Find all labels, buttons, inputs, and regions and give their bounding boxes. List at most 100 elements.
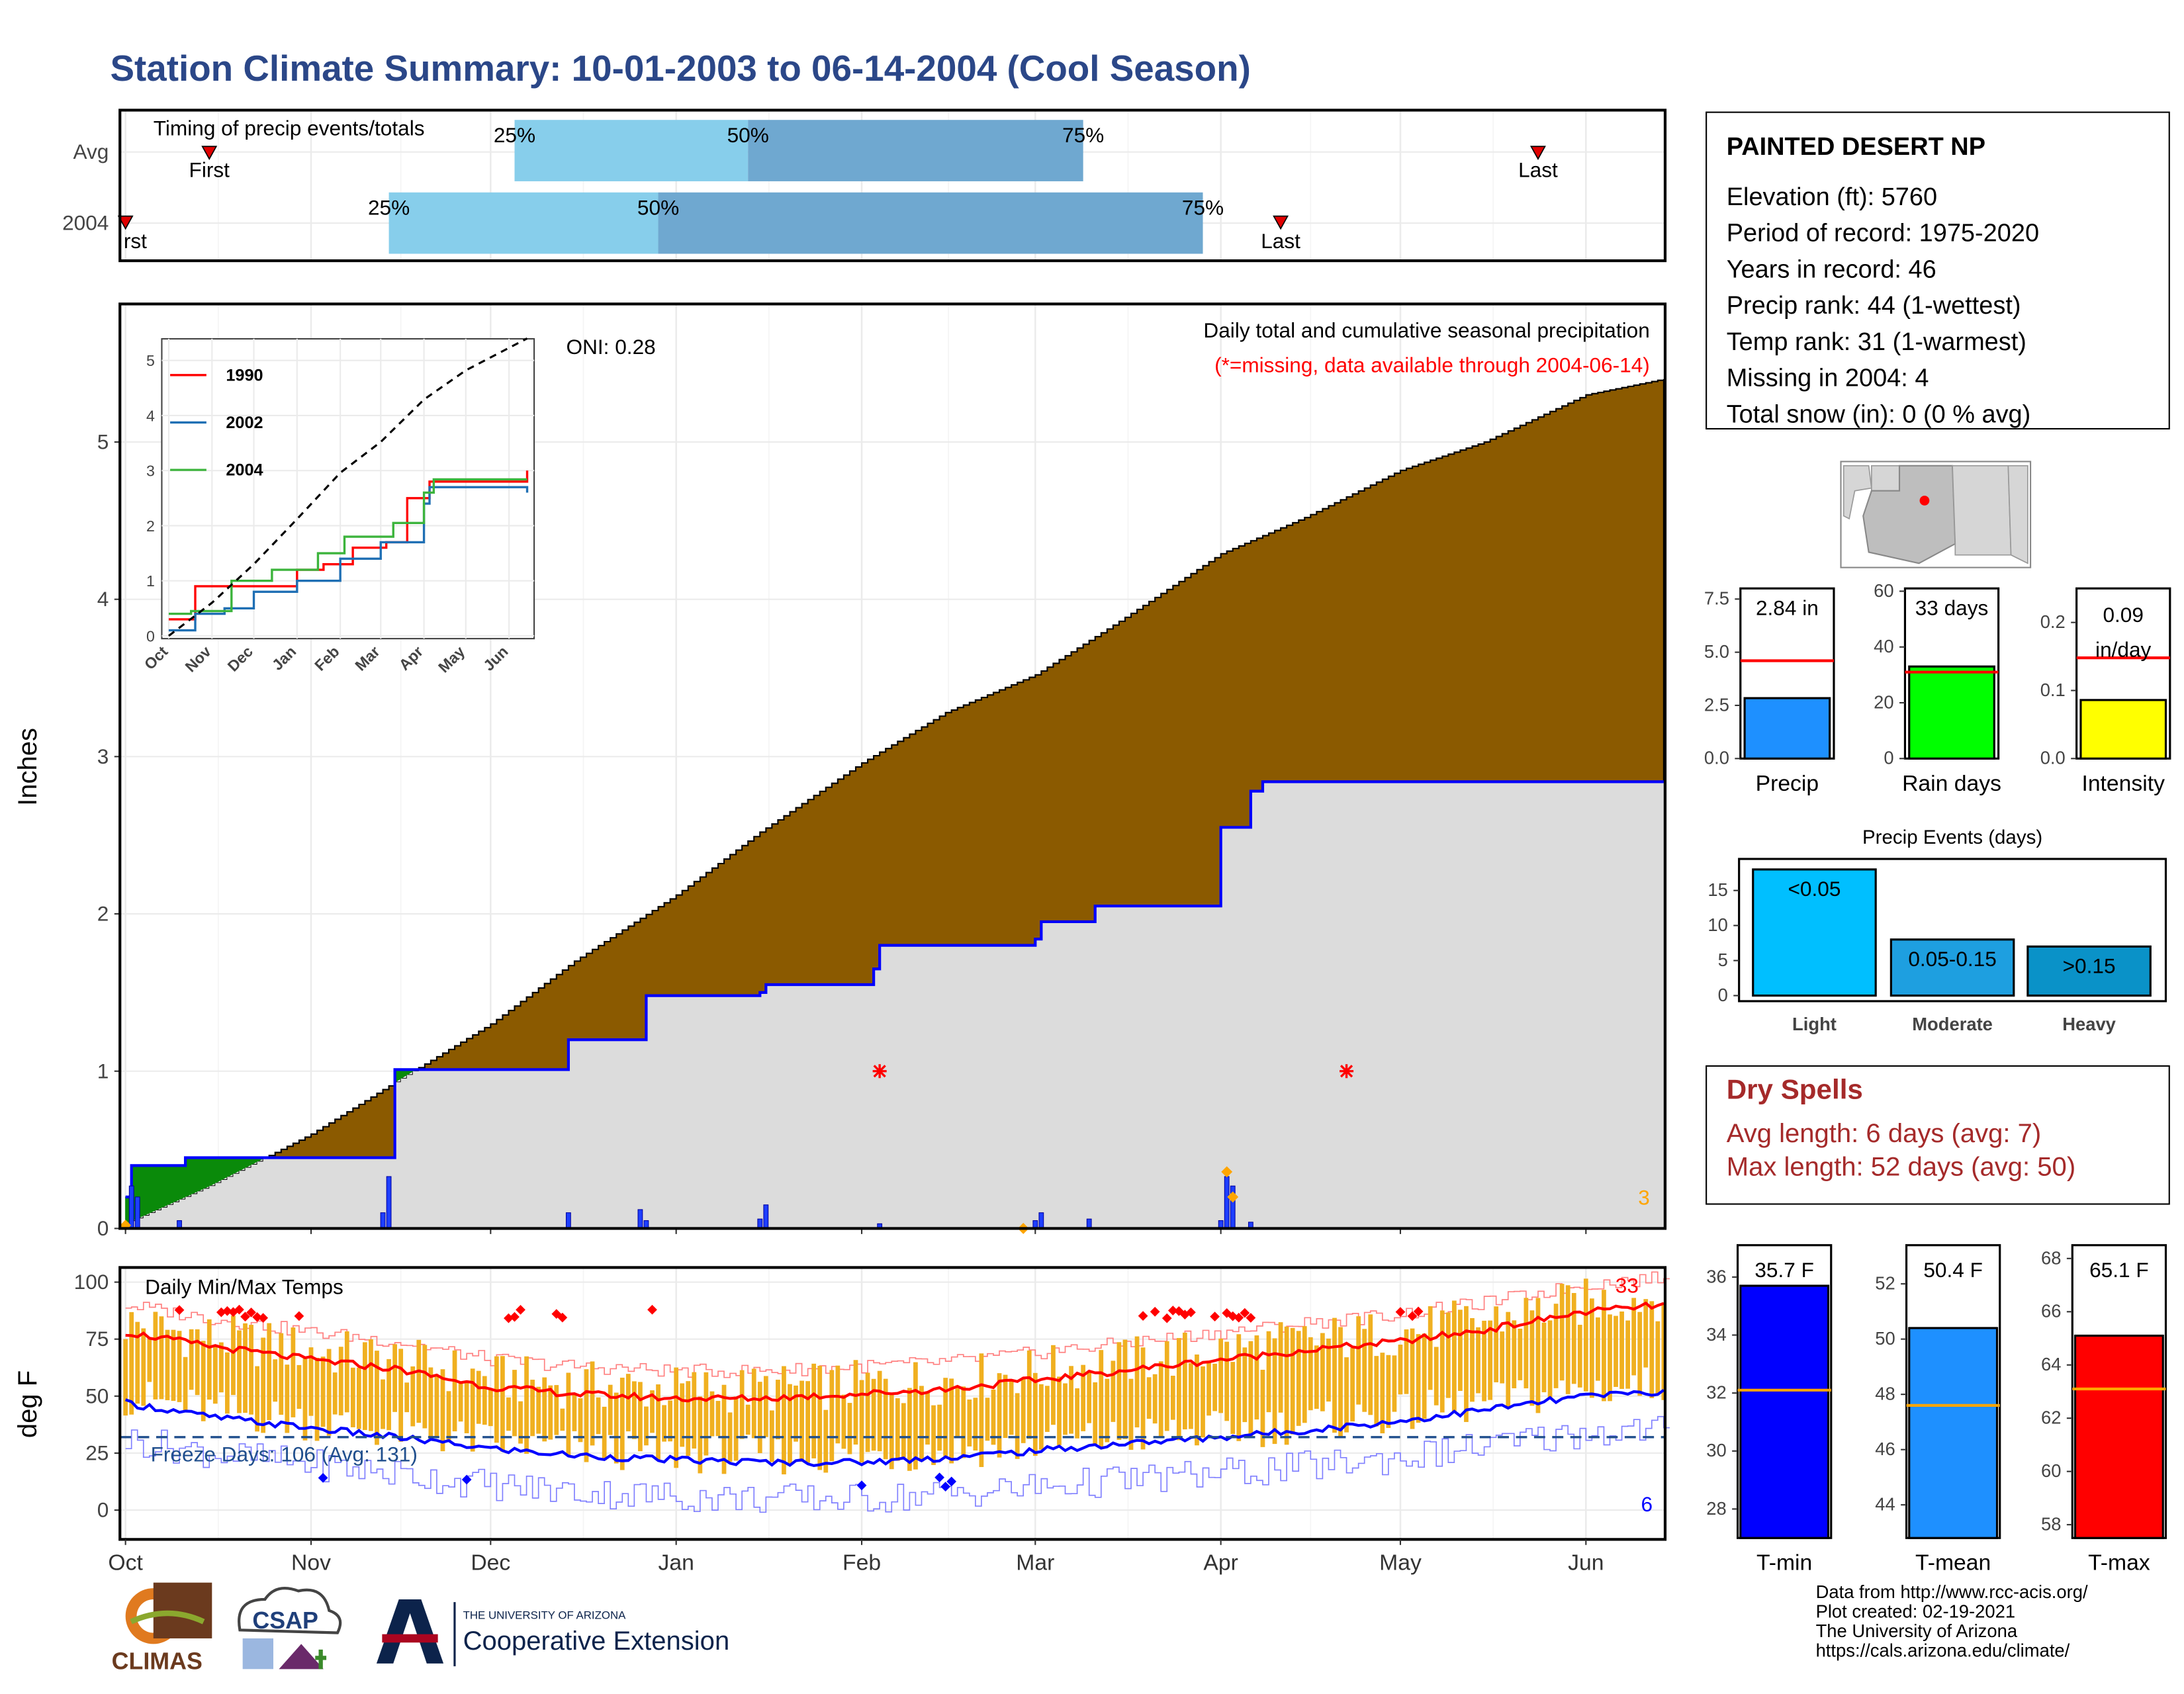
temp-ytick-1: 25 <box>85 1441 109 1465</box>
daily-temp-bar <box>715 1401 721 1437</box>
events-ytick-3: 15 <box>1707 879 1727 900</box>
daily-temp-bar <box>518 1401 523 1444</box>
daily-temp-bar <box>662 1405 666 1442</box>
daily-temp-bar <box>961 1386 966 1458</box>
daily-temp-bar <box>1032 1372 1038 1456</box>
daily-temp-bar <box>739 1370 745 1439</box>
temp-summary-ytick-0: 44 <box>1875 1494 1895 1515</box>
month-label-apr: Apr <box>1203 1550 1238 1576</box>
temp-summary-label: T-mean <box>1915 1550 1991 1576</box>
temp-summary-t-mean: 44 46 48 50 52 50.4 F T-mean <box>1875 1244 2001 1576</box>
daily-temp-bar <box>937 1404 942 1451</box>
daily-temp-bar <box>871 1378 876 1451</box>
daily-temp-bar <box>638 1382 643 1452</box>
station-name: PAINTED DESERT NP <box>1726 132 1985 161</box>
temp-y-axis-label: deg F <box>13 1370 42 1438</box>
daily-temp-bar <box>913 1362 918 1470</box>
inset-ytick-5: 5 <box>146 352 155 369</box>
daily-temp-bar <box>1410 1328 1415 1429</box>
avg-last-label: Last <box>1518 158 1558 182</box>
daily-temp-bar <box>650 1390 655 1433</box>
daily-temp-bar <box>1619 1311 1624 1389</box>
record-high-marker <box>1240 1308 1250 1318</box>
inset-frame <box>161 337 535 640</box>
daily-temp-bar <box>1451 1300 1457 1412</box>
temp-ytick-2: 50 <box>85 1384 109 1407</box>
daily-temp-bar <box>997 1373 1002 1458</box>
dry-spells-max: Max length: 52 days (avg: 50) <box>1726 1153 2076 1182</box>
daily-temp-bar <box>704 1372 709 1456</box>
daily-temp-bar <box>1506 1312 1511 1409</box>
daily-temp-bar <box>853 1360 858 1445</box>
daily-temp-bar <box>476 1370 481 1424</box>
missing-note: (*=missing, data available through 2004-… <box>1214 353 1650 377</box>
daily-temp-bar <box>1026 1350 1032 1439</box>
daily-temp-bar <box>847 1403 852 1454</box>
mini-chart-rain-days: 0 20 40 60 33 days Rain days <box>1874 580 2001 796</box>
trace-marker <box>1227 1191 1239 1203</box>
daily-temp-bar <box>788 1384 792 1465</box>
daily-temp-bar <box>171 1329 176 1402</box>
daily-temp-bar <box>1559 1284 1565 1381</box>
daily-temp-bar <box>273 1359 278 1402</box>
daily-temp-bar <box>608 1384 613 1435</box>
record-high-line <box>125 1271 1670 1378</box>
daily-temp-bar <box>434 1375 439 1439</box>
record-high-marker <box>1395 1307 1406 1317</box>
daily-temp-bar <box>1338 1327 1343 1439</box>
daily-temp-bar <box>1284 1326 1289 1445</box>
y2004-row-label: 2004 <box>62 211 109 235</box>
daily-temp-bar <box>1596 1317 1600 1381</box>
record-high-marker <box>510 1312 520 1322</box>
daily-temp-bar <box>159 1316 164 1400</box>
mini-chart-ytick-1: 20 <box>1874 691 1893 712</box>
daily-temp-bar <box>1093 1382 1098 1445</box>
daily-temp-bar <box>542 1377 547 1442</box>
events-category-heavy: Heavy <box>2062 1014 2116 1034</box>
daily-temp-bar <box>320 1357 326 1427</box>
csap-logo: CSAP <box>238 1587 342 1670</box>
daily-temp-bar <box>943 1378 948 1456</box>
daily-temp-bar <box>1458 1310 1463 1391</box>
daily-precip-bar <box>1224 1176 1230 1229</box>
mini-chart-label: Rain days <box>1902 771 2001 796</box>
daily-temp-bar <box>578 1398 583 1443</box>
daily-temp-bar <box>925 1392 930 1445</box>
mini-chart-value-unit: in/day <box>2095 637 2152 661</box>
missing-data-marker <box>872 1064 887 1079</box>
daily-temp-bar <box>183 1357 188 1411</box>
daily-temp-bar <box>326 1349 332 1436</box>
year-cumulative-area <box>125 781 1664 1229</box>
daily-temp-bar <box>482 1376 487 1425</box>
daily-precip-bar <box>757 1218 763 1229</box>
y2004-first-label: rst <box>124 229 147 253</box>
daily-temp-bar <box>668 1400 672 1442</box>
daily-temp-bar <box>889 1392 894 1470</box>
mini-chart-ytick-1: 0.1 <box>2040 680 2066 700</box>
daily-temp-bar <box>392 1344 397 1412</box>
daily-temp-bar <box>782 1366 786 1475</box>
daily-temp-bar <box>602 1406 607 1461</box>
record-low-marker <box>934 1472 944 1483</box>
precip-panel: 0 1 2 3 4 5 Inches 3 Daily total and cumulative … <box>13 302 1667 1240</box>
daily-temp-bar <box>506 1397 511 1431</box>
record-high-marker <box>1210 1312 1220 1321</box>
daily-temp-bar <box>1571 1293 1576 1384</box>
temp-panel-title: Daily Min/Max Temps <box>145 1274 343 1298</box>
daily-temp-bar <box>536 1386 541 1434</box>
logo-strip: CLIMAS CSAP THE UNIVERSITY OF ARIZONA Co… <box>112 1582 729 1674</box>
station-info-box: PAINTED DESERT NP Elevation (ft): 5760 P… <box>1706 111 2170 430</box>
daily-temp-bar <box>955 1386 960 1439</box>
daily-temp-bar <box>1063 1383 1068 1435</box>
daily-temp-bar <box>979 1353 984 1468</box>
daily-temp-bar <box>177 1331 182 1402</box>
daily-temp-bar <box>332 1372 338 1415</box>
avg-label-50: 50% <box>727 123 769 147</box>
inset-ytick-3: 3 <box>146 463 155 480</box>
daily-temp-bar <box>153 1312 158 1400</box>
daily-temp-bar <box>631 1381 637 1439</box>
dry-spells-title: Dry Spells <box>1726 1075 1863 1106</box>
daily-temp-bar <box>1320 1333 1325 1411</box>
y2004-bar-25-50 <box>388 192 659 254</box>
